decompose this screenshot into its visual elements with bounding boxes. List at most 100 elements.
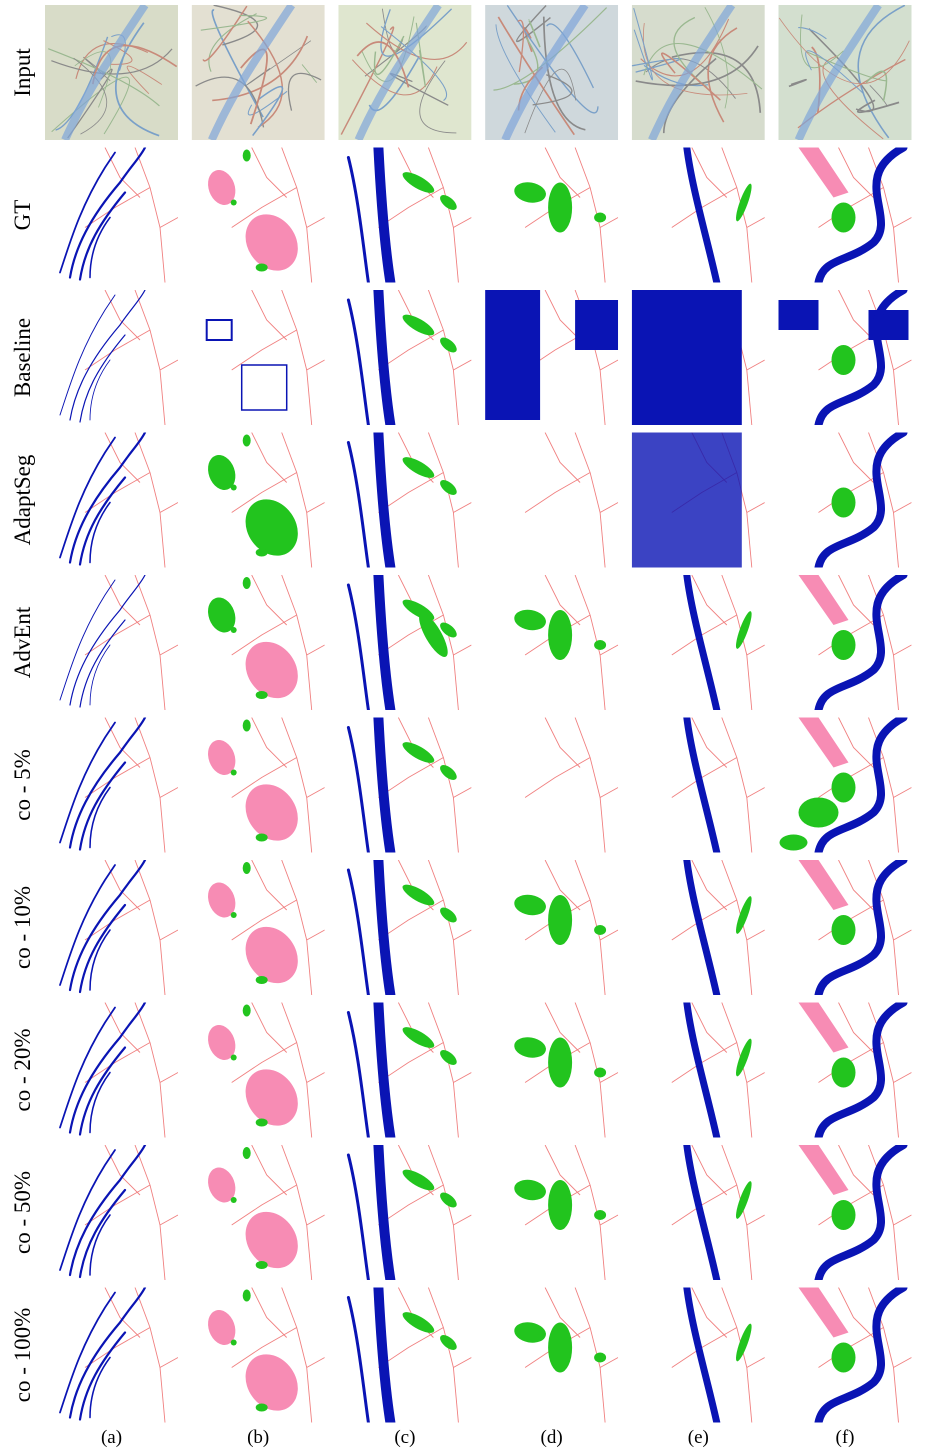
row-label: AdvEnt (10, 606, 35, 678)
segment-blob (832, 1058, 856, 1088)
figure: InputGTBaselineAdaptSegAdvEntco - 5%co -… (0, 0, 940, 1453)
panel-background (45, 1003, 178, 1138)
image-panel (779, 290, 912, 425)
segment-blob (231, 1340, 237, 1346)
segment-blob (256, 691, 268, 699)
image-panel (779, 5, 912, 140)
image-panel (779, 1288, 912, 1423)
row-label: co - 100% (10, 1308, 35, 1403)
segment-blob (256, 976, 268, 984)
row-label: co - 10% (10, 886, 35, 969)
panel-background (45, 718, 178, 853)
row-label: Input (10, 48, 35, 97)
segment-blob (256, 1119, 268, 1127)
image-panel (632, 290, 765, 425)
image-panel (45, 575, 178, 710)
image-panel (338, 1003, 471, 1138)
panel-background (192, 290, 325, 425)
image-panel (485, 575, 618, 710)
image-panel (632, 1288, 765, 1423)
image-panel (632, 575, 765, 710)
image-panel (632, 1145, 765, 1280)
segment-blob (243, 862, 251, 874)
row-label: co - 50% (10, 1171, 35, 1254)
segment-blob (594, 1068, 606, 1078)
image-panel (45, 718, 178, 853)
row-label: AdaptSeg (10, 454, 35, 545)
segment-blob (594, 1210, 606, 1220)
image-panel (45, 290, 178, 425)
segment-blob (832, 773, 856, 803)
segment-blob (832, 1343, 856, 1373)
segment-blob (231, 1055, 237, 1061)
segment-blob (231, 1197, 237, 1203)
image-panel (485, 718, 618, 853)
image-panel (779, 575, 912, 710)
row-label: co - 20% (10, 1028, 35, 1111)
segment-blob (231, 485, 237, 491)
image-panel (779, 1145, 912, 1280)
segment-blob (780, 835, 808, 851)
image-panel (45, 1003, 178, 1138)
segment-blob (832, 1200, 856, 1230)
image-panel (485, 290, 618, 425)
image-panel (485, 860, 618, 995)
segment-blob (256, 264, 268, 272)
segment-blob (548, 1038, 572, 1088)
image-panel (632, 148, 765, 283)
image-panel (779, 718, 912, 853)
segment-blob (548, 1180, 572, 1230)
image-panel (632, 5, 765, 140)
image-panel (485, 148, 618, 283)
image-panel (485, 5, 618, 140)
segment-blob (256, 549, 268, 557)
image-panel (45, 1288, 178, 1423)
panel-background (45, 575, 178, 710)
image-panel (192, 1145, 325, 1280)
image-panel (632, 860, 765, 995)
image-panel (45, 433, 178, 568)
segment-blob (243, 720, 251, 732)
panel-background (485, 718, 618, 853)
segment-blob (231, 200, 237, 206)
segment-blob (548, 183, 572, 233)
column-label: (d) (541, 1427, 563, 1448)
image-panel (192, 148, 325, 283)
map-background (485, 5, 618, 140)
image-panel (192, 5, 325, 140)
segment-blob (832, 630, 856, 660)
image-panel (192, 860, 325, 995)
image-panel (632, 718, 765, 853)
image-panel (45, 148, 178, 283)
segment-blob (485, 290, 540, 420)
segment-blob (548, 1323, 572, 1373)
panel-background (485, 433, 618, 568)
image-panel (632, 433, 765, 568)
segment-blob (548, 610, 572, 660)
column-label: (a) (101, 1427, 122, 1448)
segment-blob (243, 150, 251, 162)
image-panel (338, 290, 471, 425)
segment-blob (243, 435, 251, 447)
image-panel (485, 433, 618, 568)
segment-blob (594, 1353, 606, 1363)
segment-blob (832, 345, 856, 375)
panel-background (45, 148, 178, 283)
image-panel (192, 1003, 325, 1138)
image-panel (632, 1003, 765, 1138)
image-panel (485, 1003, 618, 1138)
map-background (632, 5, 765, 140)
row-label: Baseline (10, 318, 35, 397)
segment-blob (231, 770, 237, 776)
image-panel (338, 860, 471, 995)
panel-background (45, 860, 178, 995)
image-panel (45, 1145, 178, 1280)
image-panel (192, 433, 325, 568)
image-panel (779, 1003, 912, 1138)
segment-blob (231, 912, 237, 918)
map-background (338, 5, 471, 140)
image-panel (485, 1145, 618, 1280)
panel-background (45, 1288, 178, 1423)
segment-blob (832, 203, 856, 233)
segment-blob (632, 433, 742, 568)
